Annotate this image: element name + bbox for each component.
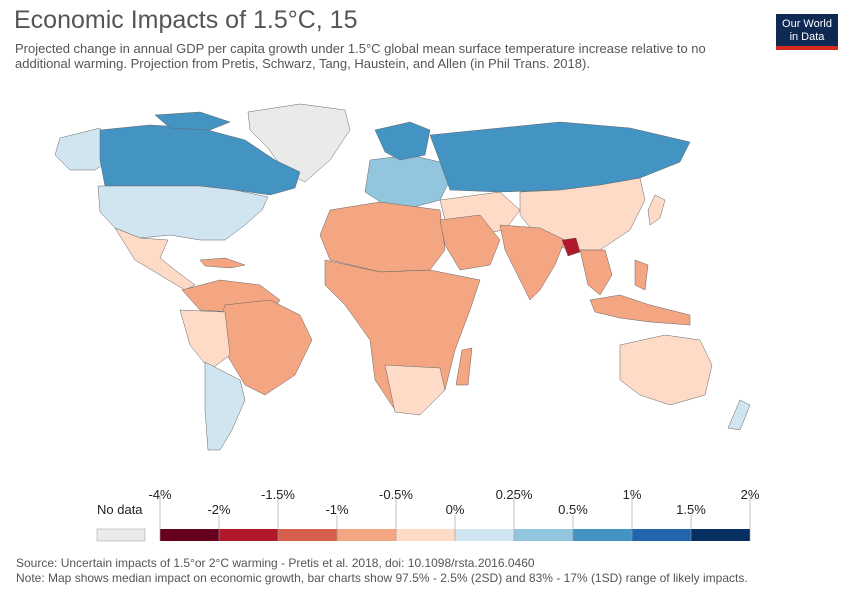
legend-tick-label: 1.5% bbox=[676, 502, 706, 517]
legend-no-data-swatch bbox=[96, 528, 146, 542]
source-note: Source: Uncertain impacts of 1.5°or 2°C … bbox=[16, 556, 535, 570]
owid-logo[interactable]: Our World in Data bbox=[776, 14, 838, 50]
legend-bin-5[interactable] bbox=[455, 529, 514, 541]
legend-tick-label: -0.5% bbox=[379, 487, 413, 502]
method-note: Note: Map shows median impact on economi… bbox=[16, 571, 748, 585]
chart-title: Economic Impacts of 1.5°C, 15 bbox=[14, 6, 358, 34]
legend-scale bbox=[160, 529, 750, 541]
chart-subtitle: Projected change in annual GDP per capit… bbox=[15, 41, 706, 71]
region-peru[interactable] bbox=[179, 309, 231, 371]
region-indonesia[interactable] bbox=[589, 294, 691, 326]
legend-tick-label: 2% bbox=[741, 487, 760, 502]
legend-bin-4[interactable] bbox=[396, 529, 455, 541]
region-canada-islands[interactable] bbox=[154, 111, 231, 131]
legend-bin-8[interactable] bbox=[632, 529, 691, 541]
region-russia[interactable] bbox=[429, 121, 691, 193]
legend-tick-label: -2% bbox=[207, 502, 231, 517]
region-nordic[interactable] bbox=[374, 121, 431, 161]
map-legend: No data -4% -2% -1.5% -1% -0.5% 0% 0.25% 0.5% 1%… bbox=[96, 487, 760, 542]
region-europe[interactable] bbox=[364, 154, 451, 209]
legend-tick-label: -1% bbox=[325, 502, 349, 517]
legend-tick-label: 1% bbox=[623, 487, 642, 502]
logo-line-1: Our World bbox=[782, 18, 832, 30]
legend-tick-label: 0.5% bbox=[558, 502, 588, 517]
legend-tick-label: 0.25% bbox=[496, 487, 533, 502]
region-australia[interactable] bbox=[619, 334, 713, 406]
region-mexico[interactable] bbox=[114, 227, 196, 291]
region-argentina[interactable] bbox=[204, 361, 246, 451]
region-bangladesh[interactable] bbox=[561, 237, 581, 257]
region-greenland[interactable] bbox=[247, 103, 351, 183]
legend-tick-label: 0% bbox=[446, 502, 465, 517]
region-caribbean[interactable] bbox=[199, 257, 246, 269]
legend-bin-2[interactable] bbox=[278, 529, 337, 541]
legend-tick-label: -1.5% bbox=[261, 487, 295, 502]
legend-bin-6[interactable] bbox=[514, 529, 573, 541]
region-arabia[interactable] bbox=[439, 214, 501, 271]
region-india[interactable] bbox=[499, 224, 566, 301]
legend-bin-0[interactable] bbox=[160, 529, 219, 541]
footer: Source: Uncertain impacts of 1.5°or 2°C … bbox=[16, 556, 748, 586]
region-se-asia[interactable] bbox=[579, 249, 613, 296]
legend-ticks: -4% -2% -1.5% -1% -0.5% 0% 0.25% 0.5% 1% 1.5% 2% bbox=[148, 487, 760, 541]
legend-bin-3[interactable] bbox=[337, 529, 396, 541]
legend-bin-1[interactable] bbox=[219, 529, 278, 541]
legend-no-data-label: No data bbox=[97, 502, 143, 517]
region-alaska[interactable] bbox=[54, 127, 111, 171]
region-north-africa[interactable] bbox=[319, 201, 446, 273]
region-madagascar[interactable] bbox=[455, 347, 473, 386]
world-map bbox=[54, 103, 751, 451]
region-japan[interactable] bbox=[647, 194, 666, 226]
logo-line-2: in Data bbox=[789, 31, 825, 43]
legend-tick-label: -4% bbox=[148, 487, 172, 502]
region-new-zealand[interactable] bbox=[727, 399, 751, 431]
region-southern-africa[interactable] bbox=[384, 364, 446, 416]
legend-bin-7[interactable] bbox=[573, 529, 632, 541]
legend-bin-9[interactable] bbox=[691, 529, 750, 541]
region-philippines[interactable] bbox=[634, 259, 649, 291]
